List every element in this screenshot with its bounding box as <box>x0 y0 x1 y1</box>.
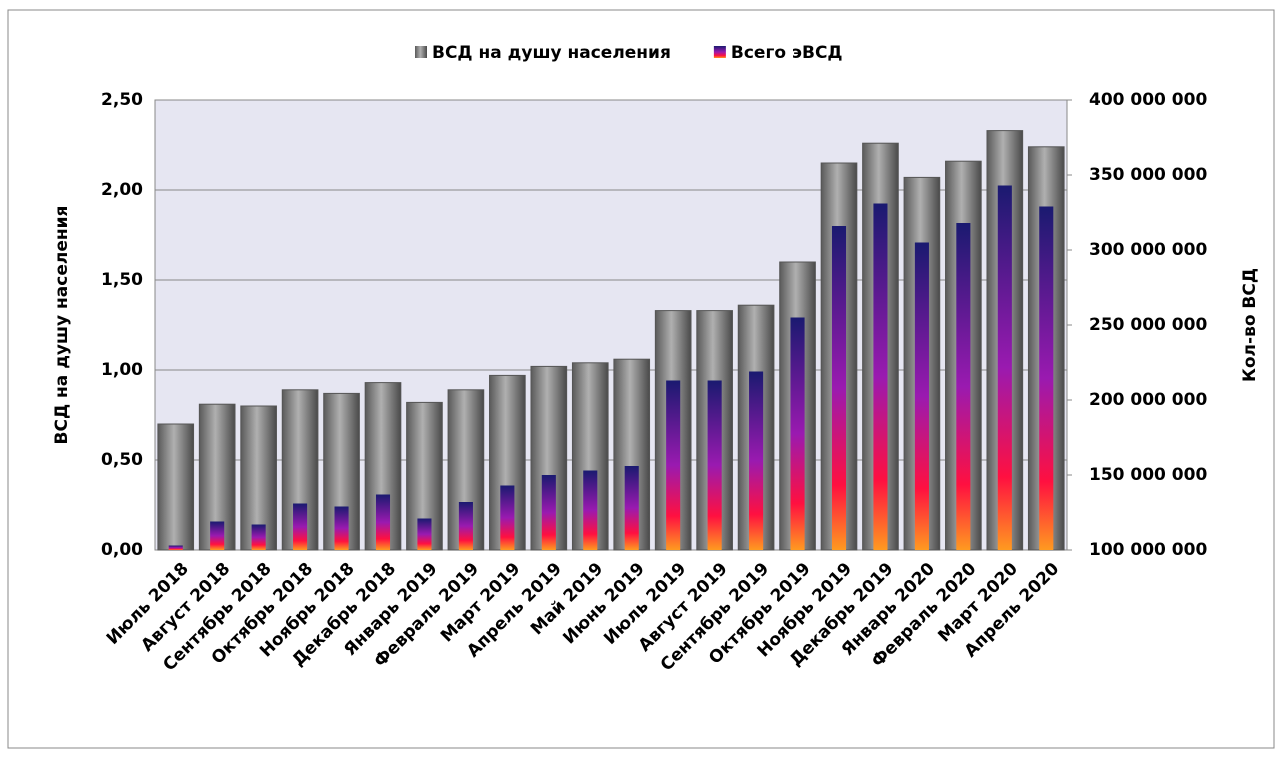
legend-label: ВСД на душу населения <box>432 43 671 63</box>
y-axis-label: ВСД на душу населения <box>52 206 72 445</box>
y-tick-label: 2,50 <box>101 90 143 110</box>
bar <box>334 506 349 550</box>
bar <box>831 226 847 550</box>
bar <box>458 502 473 550</box>
y-tick-label: 2,00 <box>101 180 143 200</box>
y-tick-label: 1,00 <box>101 360 143 380</box>
bar <box>914 242 929 550</box>
bar <box>873 203 888 550</box>
y-tick-label: 0,00 <box>101 540 143 560</box>
y-tick-label: 1,50 <box>101 270 143 290</box>
bar <box>406 401 443 551</box>
legend-swatch <box>415 46 427 58</box>
bar <box>956 223 971 550</box>
bar <box>210 521 225 550</box>
bar <box>251 524 266 550</box>
y2-tick-label: 200 000 000 <box>1089 390 1207 410</box>
bar <box>168 545 183 550</box>
bar <box>707 380 722 550</box>
legend-label: Всего эВСД <box>731 43 843 63</box>
bar <box>500 485 515 550</box>
y2-axis-label: Кол-во ВСД <box>1240 268 1260 382</box>
bar <box>293 503 308 550</box>
y2-tick-label: 100 000 000 <box>1089 540 1207 560</box>
bar <box>1039 206 1054 550</box>
legend-swatch <box>713 46 726 58</box>
y2-tick-label: 300 000 000 <box>1089 240 1207 260</box>
bar <box>749 371 764 550</box>
bar <box>375 494 391 550</box>
bar <box>790 317 805 550</box>
y2-tick-label: 150 000 000 <box>1089 465 1207 485</box>
bar <box>666 380 681 550</box>
bar <box>157 423 195 551</box>
y2-tick-label: 350 000 000 <box>1089 165 1207 185</box>
bar <box>541 475 556 550</box>
y2-tick-label: 400 000 000 <box>1089 90 1207 110</box>
bar <box>624 466 639 550</box>
y2-tick-label: 250 000 000 <box>1089 315 1207 335</box>
bar <box>583 470 598 550</box>
bar <box>417 518 432 550</box>
bar <box>997 185 1012 550</box>
y-tick-label: 0,50 <box>101 450 143 470</box>
